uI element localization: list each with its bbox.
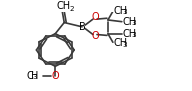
Text: CH: CH bbox=[123, 17, 137, 27]
Text: CH: CH bbox=[114, 38, 128, 48]
Text: 3: 3 bbox=[123, 42, 127, 48]
Text: 3: 3 bbox=[33, 74, 37, 80]
Text: 3: 3 bbox=[132, 20, 136, 26]
Text: 3: 3 bbox=[123, 9, 127, 15]
Text: 3: 3 bbox=[132, 32, 136, 38]
Text: CH: CH bbox=[114, 6, 128, 16]
Text: O: O bbox=[91, 12, 99, 22]
Text: O: O bbox=[91, 31, 99, 41]
Text: C: C bbox=[27, 71, 33, 81]
Text: 2: 2 bbox=[69, 6, 74, 12]
Text: CH: CH bbox=[123, 29, 137, 39]
Text: B: B bbox=[79, 22, 85, 32]
Text: O: O bbox=[51, 71, 59, 81]
Text: H: H bbox=[31, 71, 38, 81]
Text: CH: CH bbox=[56, 1, 70, 11]
